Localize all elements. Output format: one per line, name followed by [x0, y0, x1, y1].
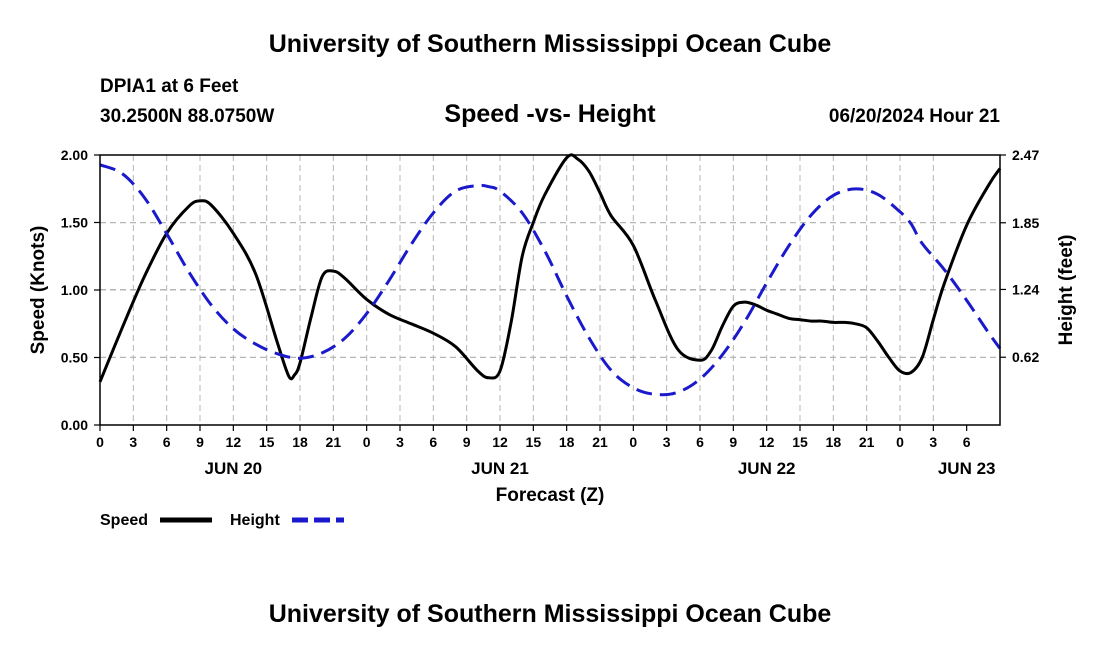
x-tick-label: 0: [363, 434, 371, 450]
station-label: DPIA1 at 6 Feet: [100, 76, 239, 97]
x-tick-label: 21: [592, 434, 608, 450]
y2-tick-label: 1.85: [1012, 215, 1039, 231]
x-tick-label: 6: [429, 434, 437, 450]
y-axis-label: Speed (Knots): [28, 226, 49, 355]
y-tick-label: 2.00: [61, 147, 88, 163]
x-tick-label: 6: [696, 434, 704, 450]
axis-ticks: 0 3 6 9 12 15 18 21 0 3 6 9 12 15 18 21 0 3 6 9 12 15 18 21 0 3 6 J…: [61, 147, 1040, 478]
series-group: [98, 153, 1002, 397]
x-tick-label: 18: [559, 434, 575, 450]
x-tick-label: 15: [526, 434, 542, 450]
y2-tick-label: 0.62: [1012, 349, 1039, 365]
x-tick-label: 12: [226, 434, 242, 450]
y2-tick-label: 2.47: [1012, 147, 1039, 163]
x-tick-label: 18: [292, 434, 308, 450]
x-tick-label: 9: [729, 434, 737, 450]
y-tick-label: 0.50: [61, 350, 88, 366]
x-tick-label: 0: [896, 434, 904, 450]
forecast-datetime: 06/20/2024 Hour 21: [828, 106, 1000, 127]
x-tick-label: 15: [792, 434, 808, 450]
legend: Speed Height: [100, 512, 344, 529]
x-tick-label: 21: [859, 434, 875, 450]
x-tick-label: 6: [163, 434, 171, 450]
series-line-speed: [98, 153, 1002, 383]
legend-height-label: Height: [230, 512, 280, 529]
x-tick-label: 3: [396, 434, 404, 450]
x-tick-label: 12: [759, 434, 775, 450]
grid-lines: [100, 154, 1000, 425]
footer-title: University of Southern Mississippi Ocean…: [268, 600, 832, 628]
x-tick-label: 6: [963, 434, 971, 450]
x-tick-label: 3: [929, 434, 937, 450]
y-tick-label: 0.00: [61, 417, 88, 433]
series-line-height: [99, 163, 1002, 397]
x-tick-label: 3: [663, 434, 671, 450]
chart-title: Speed -vs- Height: [444, 100, 656, 128]
x-tick-label: 9: [463, 434, 471, 450]
x-tick-label: 3: [129, 434, 137, 450]
date-label: JUN 22: [738, 459, 796, 478]
x-tick-label: 12: [492, 434, 508, 450]
x-tick-label: 9: [196, 434, 204, 450]
x-axis-label: Forecast (Z): [496, 485, 605, 506]
x-tick-label: 18: [826, 434, 842, 450]
x-tick-label: 0: [629, 434, 637, 450]
y-tick-label: 1.00: [61, 282, 88, 298]
date-label: JUN 21: [471, 459, 529, 478]
x-tick-label: 15: [259, 434, 275, 450]
y-tick-label: 1.50: [61, 215, 88, 231]
date-label: JUN 23: [938, 459, 996, 478]
y2-tick-label: 1.24: [1012, 281, 1039, 297]
legend-speed-label: Speed: [100, 512, 148, 529]
date-label: JUN 20: [205, 459, 263, 478]
page-title: University of Southern Mississippi Ocean…: [268, 30, 832, 58]
x-tick-label: 21: [326, 434, 342, 450]
coordinates-label: 30.2500N 88.0750W: [100, 106, 275, 127]
y2-axis-label: Height (feet): [1056, 235, 1077, 346]
x-tick-label: 0: [96, 434, 104, 450]
